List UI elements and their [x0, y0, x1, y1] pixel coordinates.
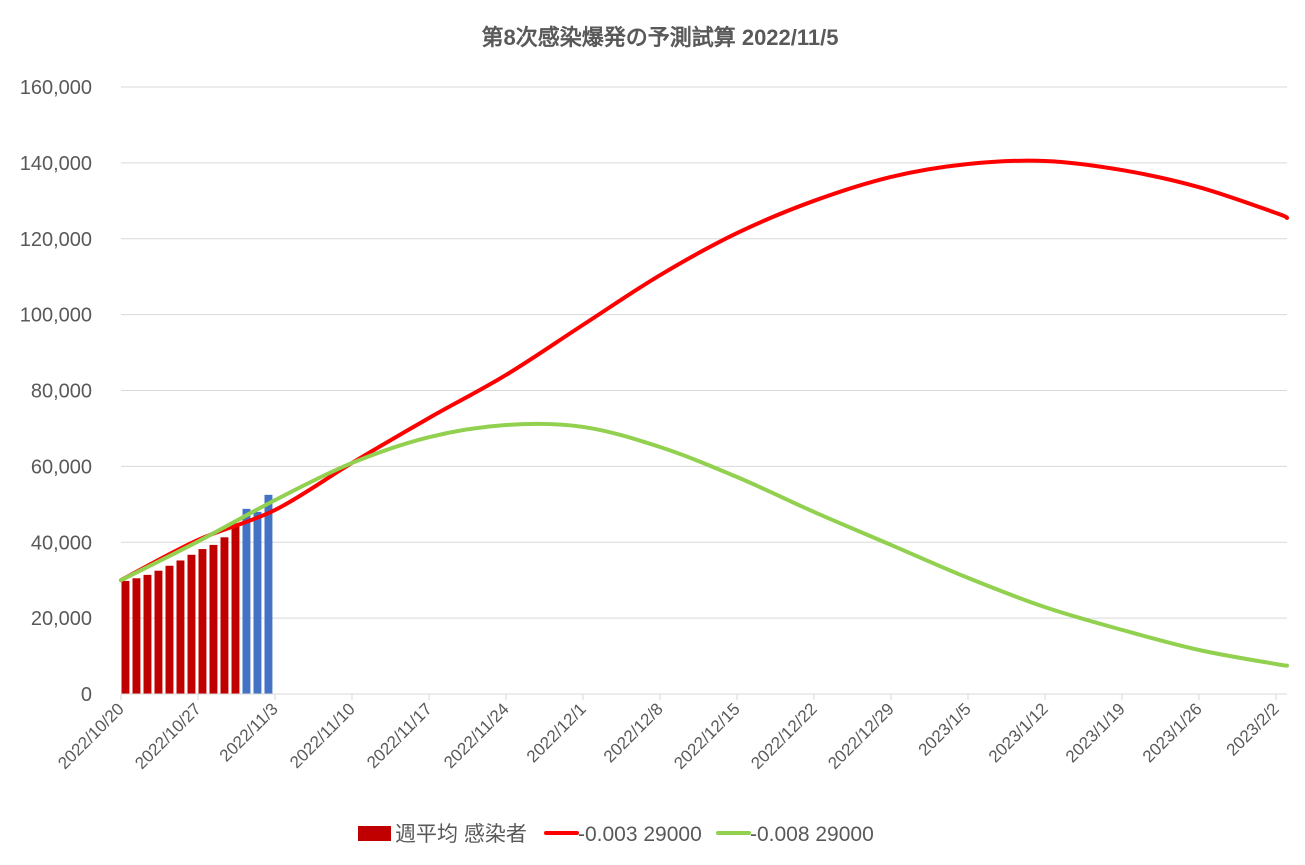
chart-title: 第8次感染爆発の予測試算 2022/11/5	[481, 25, 838, 50]
x-tick-label: 2023/2/2	[1223, 699, 1283, 759]
y-tick-label: 20,000	[31, 608, 92, 630]
x-tick-label: 2022/11/17	[363, 699, 436, 772]
y-axis: 0 20,000 40,000 60,000 80,000 100,000 120,000 1…	[20, 77, 92, 706]
x-axis: 2022/10/20 2022/10/27 2022/11/3 2022/11/10 2…	[54, 693, 1287, 773]
x-tick-label: 2022/11/3	[216, 699, 282, 765]
y-tick-label: 120,000	[20, 229, 92, 251]
bar	[143, 574, 152, 694]
lines	[119, 158, 1289, 668]
y-tick-label: 80,000	[31, 381, 92, 403]
x-tick-label: 2022/11/24	[440, 699, 513, 772]
series-line	[119, 158, 1289, 583]
x-tick-label: 2023/1/19	[1062, 699, 1129, 766]
x-tick-label: 2022/12/22	[747, 699, 821, 773]
bar	[154, 570, 163, 694]
bar	[209, 544, 218, 694]
bar	[264, 494, 273, 694]
bar	[165, 565, 174, 694]
legend-label-red: -0.003 29000	[578, 823, 702, 846]
legend-label-bars: 週平均 感染者	[395, 823, 527, 846]
bars	[121, 494, 273, 694]
x-tick-label: 2023/1/12	[985, 699, 1052, 766]
x-tick-label: 2022/10/20	[54, 699, 128, 773]
bar	[242, 508, 251, 694]
y-tick-label: 40,000	[31, 532, 92, 554]
bar	[253, 511, 262, 694]
bar	[132, 578, 141, 694]
bar	[220, 537, 229, 694]
y-tick-label: 160,000	[20, 77, 92, 99]
bar	[176, 560, 185, 694]
series-line	[119, 421, 1289, 668]
y-tick-label: 140,000	[20, 153, 92, 175]
x-tick-label: 2022/12/1	[523, 699, 590, 766]
bar	[198, 549, 207, 694]
x-tick-label: 2023/1/26	[1139, 699, 1206, 766]
bar	[187, 554, 196, 694]
x-tick-label: 2022/10/27	[131, 699, 205, 773]
legend-swatch-bars	[358, 826, 391, 841]
y-tick-label: 100,000	[20, 305, 92, 327]
x-tick-label: 2022/12/29	[824, 699, 898, 773]
gridlines	[121, 86, 1287, 695]
bar	[231, 523, 240, 694]
legend: 週平均 感染者 -0.003 29000 -0.008 29000	[358, 823, 874, 846]
x-tick-label: 2022/12/15	[670, 699, 744, 773]
y-tick-label: 60,000	[31, 456, 92, 478]
y-tick-label: 0	[81, 684, 92, 706]
x-tick-label: 2022/12/8	[600, 699, 667, 766]
legend-label-green: -0.008 29000	[750, 823, 874, 846]
x-tick-label: 2023/1/5	[915, 699, 975, 759]
x-tick-label: 2022/11/10	[286, 699, 359, 772]
bar	[121, 580, 130, 694]
